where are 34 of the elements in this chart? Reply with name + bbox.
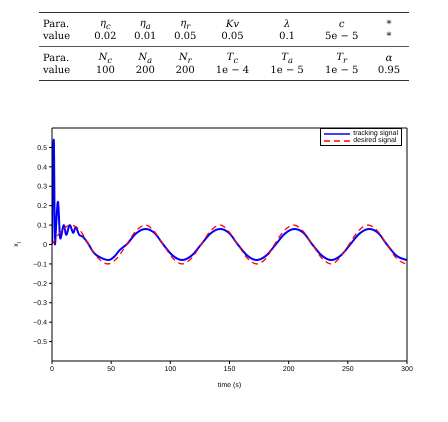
text: λ: [282, 18, 292, 31]
text: α: [384, 52, 394, 65]
text: T$_{r}$: [335, 51, 348, 65]
text: 0.1: [278, 31, 296, 44]
text: value: [42, 65, 72, 78]
text: η$_{r}$: [179, 17, 192, 31]
text: η$_{a}$: [138, 17, 152, 31]
text: 0.02: [93, 31, 118, 44]
line-series: [52, 138, 407, 262]
text: 0.05: [173, 31, 198, 44]
text: 0.01: [133, 31, 158, 44]
text: value: [42, 31, 72, 44]
text: 200: [174, 65, 196, 78]
text: T$_{c}$: [226, 51, 240, 65]
text: N$_{a}$: [137, 51, 154, 65]
text: N$_{c}$: [98, 51, 114, 65]
text: N$_{r}$: [178, 51, 193, 65]
text: Para.: [42, 18, 70, 31]
text: T$_{a}$: [280, 51, 294, 65]
text: c: [338, 18, 346, 31]
line-series: [52, 224, 406, 265]
text: 200: [134, 65, 156, 78]
text: η$_{c}$: [99, 17, 112, 31]
text: 1e − 4: [214, 65, 250, 78]
text: *: [386, 31, 392, 44]
text: 5e − 5: [324, 31, 360, 44]
text: 0.05: [220, 31, 245, 44]
text: 1e − 5: [269, 65, 305, 78]
text: Para.: [42, 52, 70, 65]
text: 100: [94, 65, 116, 78]
text: Kv: [224, 18, 240, 31]
text: *: [386, 18, 392, 31]
text: 1e − 5: [324, 65, 360, 78]
text: 0.95: [376, 65, 402, 78]
